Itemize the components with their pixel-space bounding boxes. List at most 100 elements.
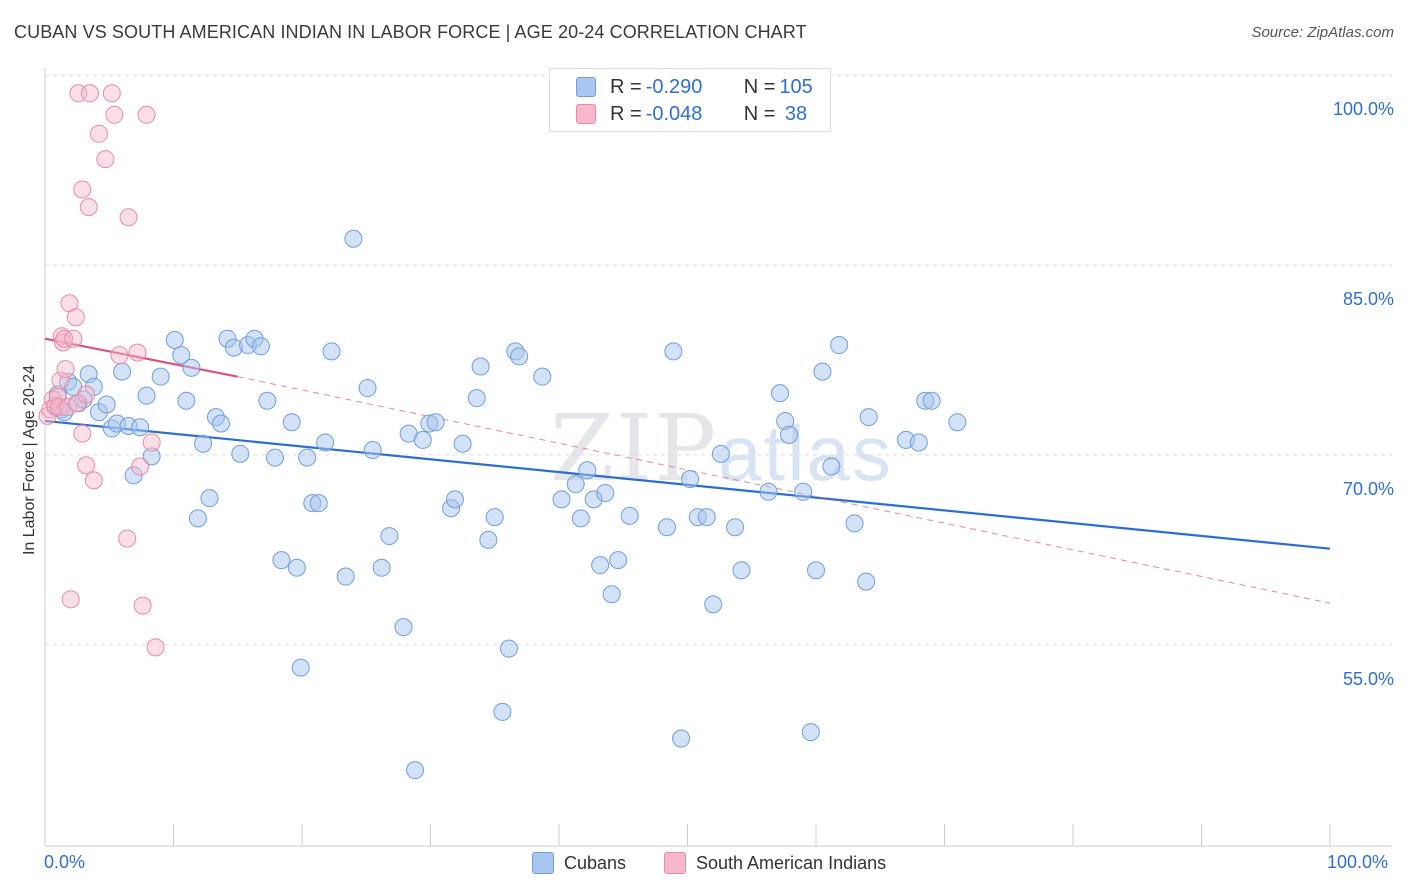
y-tick-label: 85.0%: [1342, 289, 1394, 310]
data-points: [38, 84, 967, 780]
sai-trend-line: [44, 337, 238, 378]
legend-n-value: 105: [779, 75, 813, 98]
cuban-point: [485, 508, 504, 527]
cuban-point: [681, 470, 700, 489]
cuban-point: [372, 558, 391, 577]
cuban-point: [251, 337, 270, 356]
chart-title: CUBAN VS SOUTH AMERICAN INDIAN IN LABOR …: [14, 22, 807, 42]
sai-point: [105, 105, 124, 124]
cuban-point: [406, 761, 425, 780]
cuban-point: [857, 572, 876, 591]
sai-point: [64, 329, 83, 348]
y-tick-label: 55.0%: [1342, 668, 1394, 689]
axes: [44, 68, 1392, 847]
cuban-point: [471, 357, 490, 376]
cuban-point: [137, 386, 156, 405]
cuban-point: [807, 561, 825, 580]
cuban-point: [113, 362, 132, 381]
correlation-legend: R = -0.290 N = 105 R = -0.048 N = 38: [549, 68, 831, 132]
cuban-point: [578, 461, 597, 480]
cuban-point: [282, 413, 301, 432]
sai-point: [73, 424, 92, 443]
cuban-point: [124, 466, 143, 485]
sai-point: [80, 84, 99, 103]
sai-point: [61, 590, 80, 609]
sai-point: [77, 385, 96, 404]
sai-point: [52, 327, 71, 346]
legend-r-value: -0.048: [645, 102, 703, 125]
cuban-point: [566, 475, 585, 494]
cuban-point: [212, 414, 231, 433]
cuban-point: [859, 408, 878, 427]
legend-item-sai[interactable]: South American Indians: [664, 852, 886, 874]
cuban-point: [704, 595, 723, 614]
sai-swatch: [576, 104, 596, 124]
cuban-point: [467, 389, 486, 408]
cuban-point: [609, 551, 628, 570]
cuban-point: [552, 490, 571, 509]
cuban-point: [759, 482, 778, 501]
cuban-point: [394, 618, 413, 637]
cuban-point: [571, 509, 590, 528]
cuban-point: [194, 434, 213, 453]
cuban-point: [499, 639, 518, 658]
sai-point: [73, 180, 92, 199]
cuban-point: [172, 346, 191, 365]
cuban-point: [780, 425, 799, 444]
legend-r-label: R =: [610, 75, 642, 98]
sai-legend-swatch: [664, 852, 686, 874]
x-tick-label-min: 0.0%: [44, 852, 86, 872]
cuban-point: [266, 448, 285, 467]
source-label: Source: ZipAtlas.com: [1251, 24, 1394, 41]
legend-r-label: R =: [610, 102, 642, 125]
cuban-point: [845, 514, 864, 533]
cuban-point: [97, 395, 116, 414]
cuban-point: [363, 441, 382, 460]
cubans-legend-swatch: [532, 852, 554, 874]
sai-point: [133, 596, 152, 615]
cuban-point: [813, 362, 832, 381]
cubans-swatch: [576, 77, 596, 97]
cuban-point: [413, 430, 432, 449]
legend-n-label: N =: [743, 102, 776, 125]
legend-item-cubans[interactable]: Cubans: [532, 852, 626, 874]
cuban-point: [591, 556, 610, 575]
cuban-point: [711, 444, 730, 463]
cuban-point: [200, 489, 219, 508]
cuban-point: [84, 377, 103, 396]
sai-point: [102, 84, 121, 103]
cuban-point: [165, 330, 184, 349]
cuban-point: [697, 508, 716, 527]
series-legend: Cubans South American Indians: [0, 852, 1406, 878]
y-axis-label: In Labor Force | Age 20-24: [21, 364, 38, 556]
sai-point: [96, 150, 115, 169]
cuban-point: [336, 567, 355, 586]
cuban-point: [510, 347, 529, 366]
cuban-point: [298, 448, 317, 467]
cuban-point: [188, 509, 207, 528]
cuban-point: [231, 444, 250, 463]
grid-lines: [45, 74, 1392, 646]
cuban-point: [177, 391, 196, 410]
cuban-point: [801, 723, 820, 742]
sai-point: [118, 529, 137, 548]
sai-point: [84, 471, 103, 490]
cuban-point: [453, 434, 472, 453]
cuban-point: [672, 729, 691, 748]
cuban-point: [142, 447, 161, 466]
cuban-point: [291, 658, 310, 677]
legend-n-label: N =: [743, 75, 776, 98]
cubans-legend-label: Cubans: [564, 852, 627, 873]
sai-point: [131, 457, 150, 476]
legend-n-value: 38: [779, 102, 808, 125]
cuban-point: [182, 358, 201, 377]
sai-point: [79, 198, 98, 217]
cuban-point: [380, 527, 399, 546]
sai-point: [77, 456, 96, 475]
legend-r-value: -0.290: [645, 75, 703, 98]
cuban-point: [732, 561, 751, 580]
cuban-point: [344, 229, 363, 248]
cuban-point: [596, 484, 615, 503]
sai-point: [89, 124, 108, 143]
